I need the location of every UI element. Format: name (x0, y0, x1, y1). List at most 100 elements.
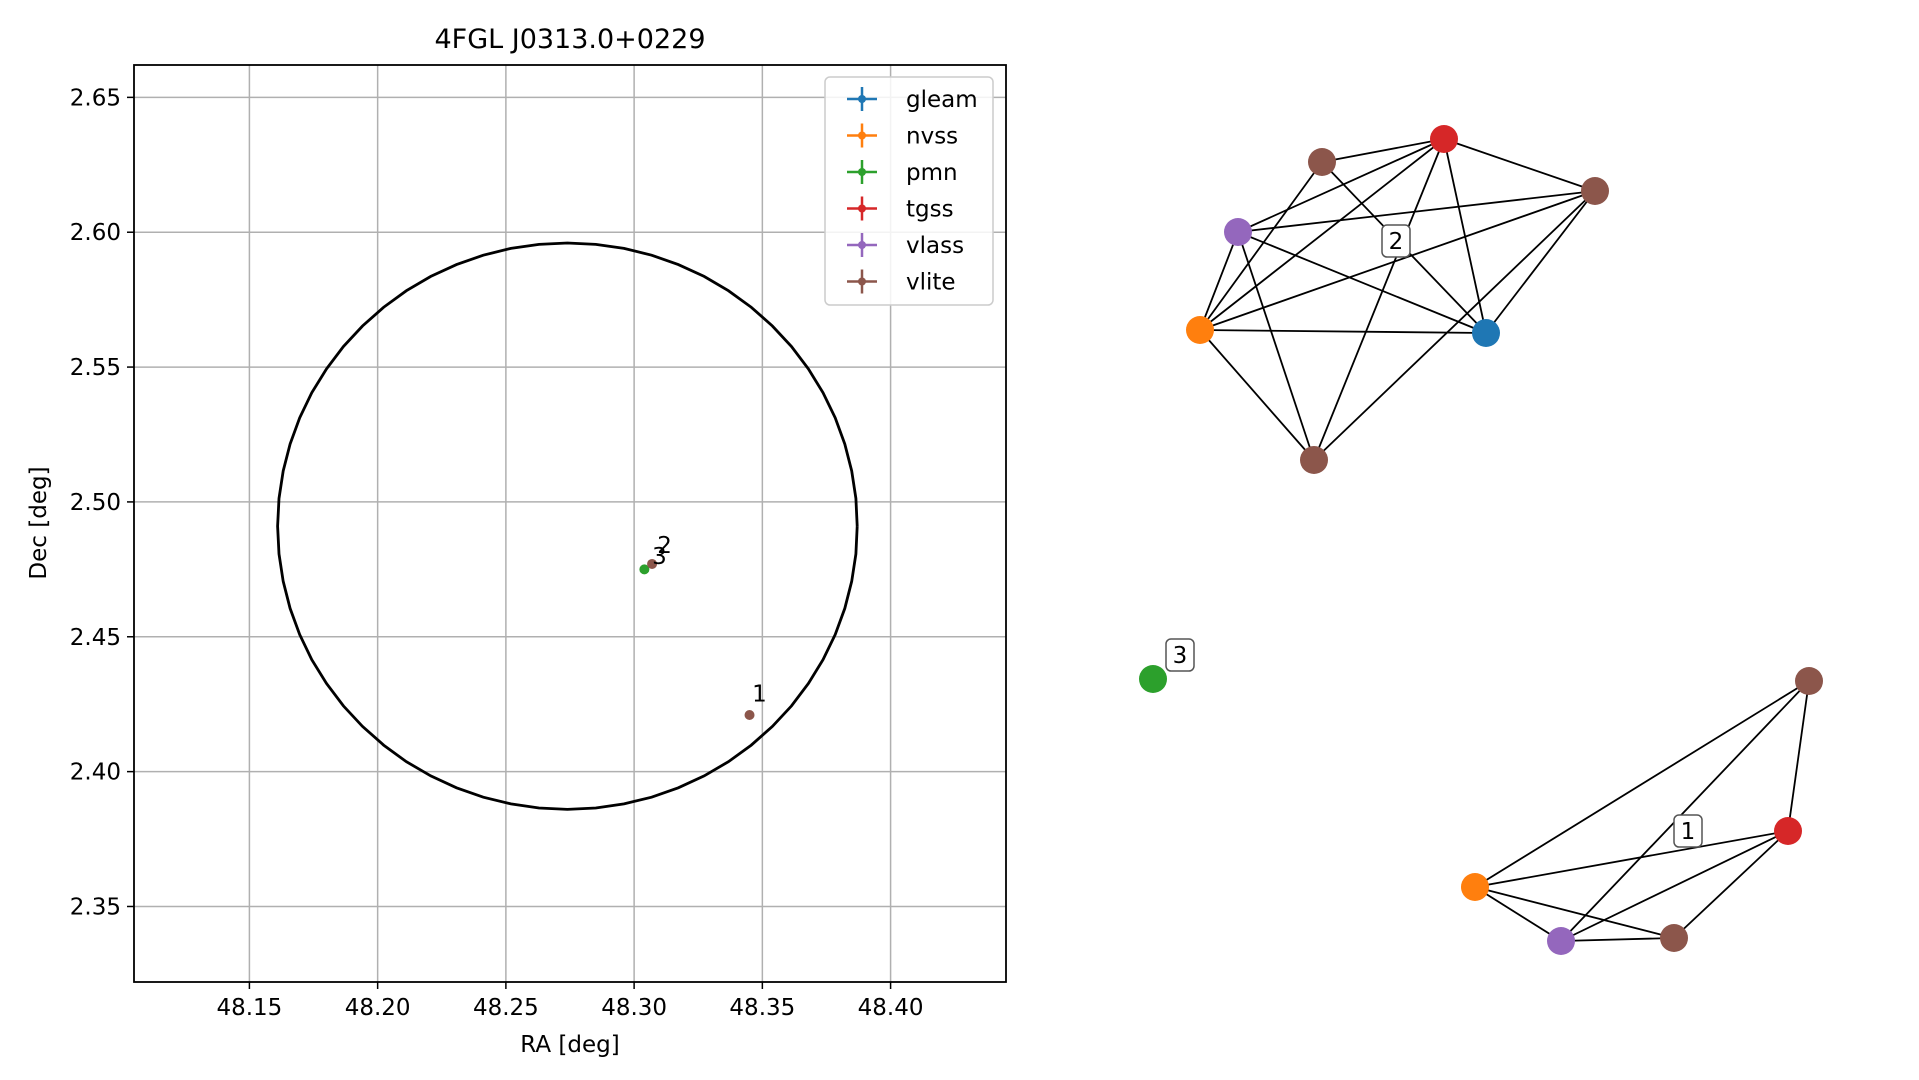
legend-label: gleam (906, 87, 978, 113)
point-annotation: 2 (657, 533, 672, 559)
group-label-box (1381, 224, 1411, 258)
network-edge (1474, 886, 1562, 942)
legend-items: gleam nvss pmn tgss vlass vlite (847, 87, 978, 296)
legend-entry-tgss: tgss (847, 196, 954, 223)
legend: gleam nvss pmn tgss vlass vlite (824, 76, 994, 306)
network-node-vlite (1308, 148, 1336, 176)
network-nodes (1139, 125, 1823, 955)
network-node-tgss (1774, 817, 1802, 845)
legend-label: vlass (906, 233, 964, 259)
network-panel: 2 3 1 (1139, 125, 1823, 955)
legend-entry-nvss: nvss (847, 123, 958, 150)
network-edge (1237, 231, 1315, 461)
group-label-box (1165, 638, 1195, 672)
group-labels: 2 3 1 (1165, 224, 1703, 848)
y-axis-label: Dec [deg] (26, 466, 52, 579)
network-node-nvss (1461, 873, 1489, 901)
scatter-panel: 123 48.15 48.20 48.25 48.30 48.35 48.40 2.352… (26, 24, 1007, 1058)
group-label-3: 3 (1165, 638, 1195, 672)
y-tick-label: 2.50 (70, 490, 121, 516)
group-label-text: 2 (1389, 229, 1404, 255)
network-edge (1787, 680, 1810, 832)
y-tick-label: 2.45 (70, 625, 121, 651)
network-node-vlass (1224, 218, 1252, 246)
point-vlite (744, 709, 755, 720)
x-tick-label: 48.40 (858, 995, 924, 1021)
legend-marker-dot (858, 131, 866, 140)
grid (134, 65, 1006, 982)
y-axis-ticks: 2.35 2.40 2.45 2.50 2.55 2.60 2.65 (70, 85, 134, 920)
network-node-vlite (1581, 177, 1609, 205)
y-tick-label: 2.60 (70, 220, 121, 246)
legend-box (824, 76, 994, 306)
network-edge (1474, 830, 1789, 888)
x-axis-ticks: 48.15 48.20 48.25 48.30 48.35 48.40 (216, 982, 924, 1021)
network-node-vlite (1300, 446, 1328, 474)
legend-label: pmn (906, 160, 958, 186)
network-edge (1474, 680, 1810, 888)
plot-title: 4FGL J0313.0+0229 (434, 24, 705, 55)
error-ellipse (276, 241, 859, 811)
legend-marker-dot (858, 204, 866, 213)
plot-frame (133, 64, 1007, 983)
network-node-tgss (1430, 125, 1458, 153)
y-tick-label: 2.40 (70, 760, 121, 786)
legend-entry-vlite: vlite (847, 269, 956, 296)
x-axis-label: RA [deg] (520, 1032, 619, 1058)
legend-marker-dot (858, 168, 866, 176)
group-label-text: 3 (1173, 643, 1188, 669)
group-label-1: 1 (1673, 814, 1703, 848)
network-edge (1199, 161, 1323, 331)
x-tick-label: 48.15 (216, 995, 282, 1021)
legend-entry-pmn: pmn (847, 160, 958, 186)
data-points (639, 558, 755, 720)
network-node-vlass (1547, 927, 1575, 955)
network-node-vlite (1795, 667, 1823, 695)
network-edge (1321, 138, 1445, 163)
group-label-text: 1 (1681, 819, 1696, 845)
network-edge (1443, 138, 1596, 192)
point-vlite (647, 558, 658, 569)
network-edge (1313, 190, 1596, 461)
group-label-2: 2 (1381, 224, 1411, 258)
x-tick-label: 48.35 (729, 995, 795, 1021)
legend-entry-vlass: vlass (847, 233, 964, 259)
x-tick-label: 48.30 (601, 995, 667, 1021)
network-edge (1485, 190, 1596, 334)
network-node-nvss (1186, 316, 1214, 344)
legend-marker-dot (858, 95, 866, 103)
network-edge (1199, 329, 1487, 334)
network-edge (1474, 886, 1675, 939)
network-edge (1237, 231, 1487, 334)
network-edge (1560, 830, 1789, 942)
legend-entry-gleam: gleam (847, 87, 978, 113)
error-circle (276, 241, 859, 811)
network-edge (1199, 190, 1596, 331)
point-annotations: 1 23 (652, 533, 767, 707)
network-edge (1313, 138, 1445, 461)
network-edges (1199, 138, 1810, 942)
x-tick-label: 48.20 (345, 995, 411, 1021)
legend-marker-dot (858, 241, 866, 249)
network-edge (1237, 138, 1445, 233)
network-edge (1673, 830, 1789, 939)
y-tick-label: 2.65 (70, 85, 121, 111)
network-edge (1199, 138, 1445, 331)
legend-label: tgss (906, 197, 954, 223)
y-tick-label: 2.55 (70, 355, 121, 381)
legend-label: vlite (906, 270, 956, 296)
network-node-gleam (1472, 319, 1500, 347)
network-node-pmn (1139, 665, 1167, 693)
network-edge (1560, 937, 1675, 942)
point-annotation: 1 (752, 682, 767, 708)
network-edge (1199, 329, 1315, 461)
y-tick-label: 2.35 (70, 894, 121, 920)
group-label-box (1673, 814, 1703, 848)
network-edge (1237, 190, 1596, 233)
network-node-vlite (1660, 924, 1688, 952)
network-edge (1199, 231, 1239, 331)
legend-label: nvss (906, 124, 958, 150)
point-annotation: 3 (652, 544, 667, 570)
network-edge (1560, 680, 1810, 942)
